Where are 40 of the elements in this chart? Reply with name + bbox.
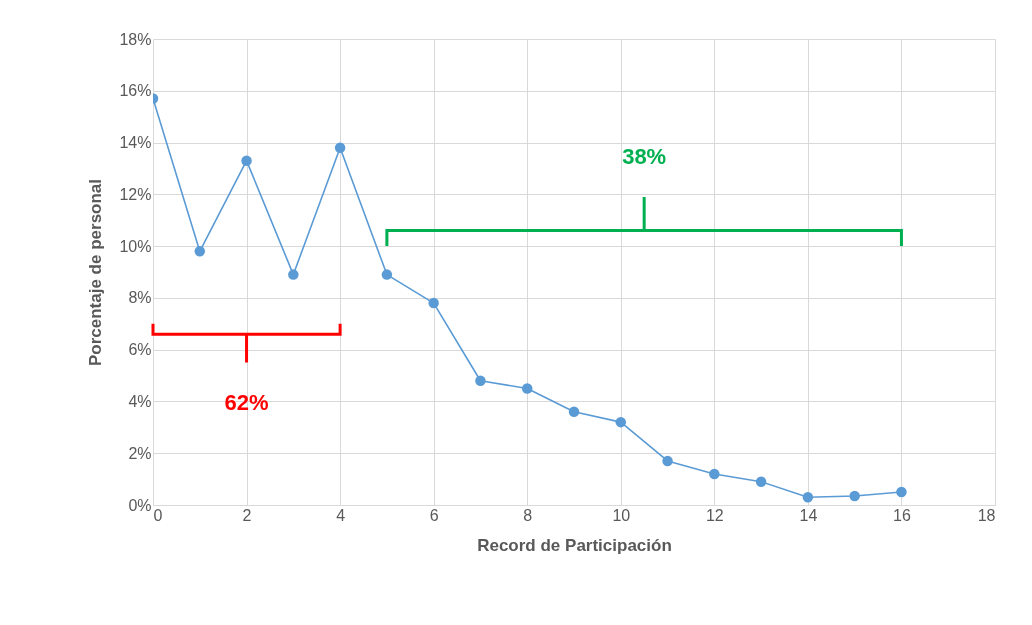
y-tick-label: 8% bbox=[128, 289, 152, 307]
point bbox=[849, 490, 860, 502]
y-tick-label: 16% bbox=[119, 82, 152, 100]
y-tick-label: 2% bbox=[128, 444, 152, 462]
x-tick-label: 12 bbox=[705, 506, 724, 524]
point bbox=[521, 383, 533, 394]
point bbox=[194, 246, 206, 257]
x-tick-label: 18 bbox=[977, 506, 996, 524]
x-tick-label: 2 bbox=[242, 506, 252, 524]
point bbox=[755, 476, 767, 487]
x-tick-label: 4 bbox=[336, 506, 346, 524]
x-tick-label: 8 bbox=[523, 506, 533, 524]
y-tick-label: 18% bbox=[119, 30, 152, 48]
point bbox=[709, 468, 720, 480]
point bbox=[475, 375, 486, 386]
point bbox=[802, 492, 814, 503]
point bbox=[381, 269, 393, 280]
x-axis-title: Record de Participación bbox=[477, 535, 672, 555]
x-tick-label: 14 bbox=[799, 506, 818, 524]
y-tick-label: 10% bbox=[119, 237, 152, 255]
point bbox=[896, 486, 907, 498]
point bbox=[334, 142, 346, 153]
point bbox=[288, 269, 299, 280]
point bbox=[615, 416, 627, 428]
x-tick-label: 6 bbox=[429, 506, 439, 524]
y-tick-label: 12% bbox=[119, 185, 152, 203]
point bbox=[428, 297, 439, 309]
point bbox=[241, 155, 252, 166]
x-tick-label: 16 bbox=[893, 506, 911, 524]
y-tick-label: 6% bbox=[128, 341, 152, 359]
point bbox=[662, 455, 673, 467]
y-axis-title: Porcentaje de personal bbox=[86, 178, 106, 367]
y-tick-label: 4% bbox=[128, 392, 152, 410]
point bbox=[568, 406, 580, 418]
y-tick-label: 0% bbox=[128, 496, 152, 514]
annotation: 62% bbox=[224, 389, 269, 415]
annotation: 38% bbox=[622, 143, 667, 169]
x-tick-label: 10 bbox=[612, 506, 631, 524]
y-tick-label: 14% bbox=[119, 134, 152, 152]
x-tick-label: 0 bbox=[153, 506, 163, 524]
